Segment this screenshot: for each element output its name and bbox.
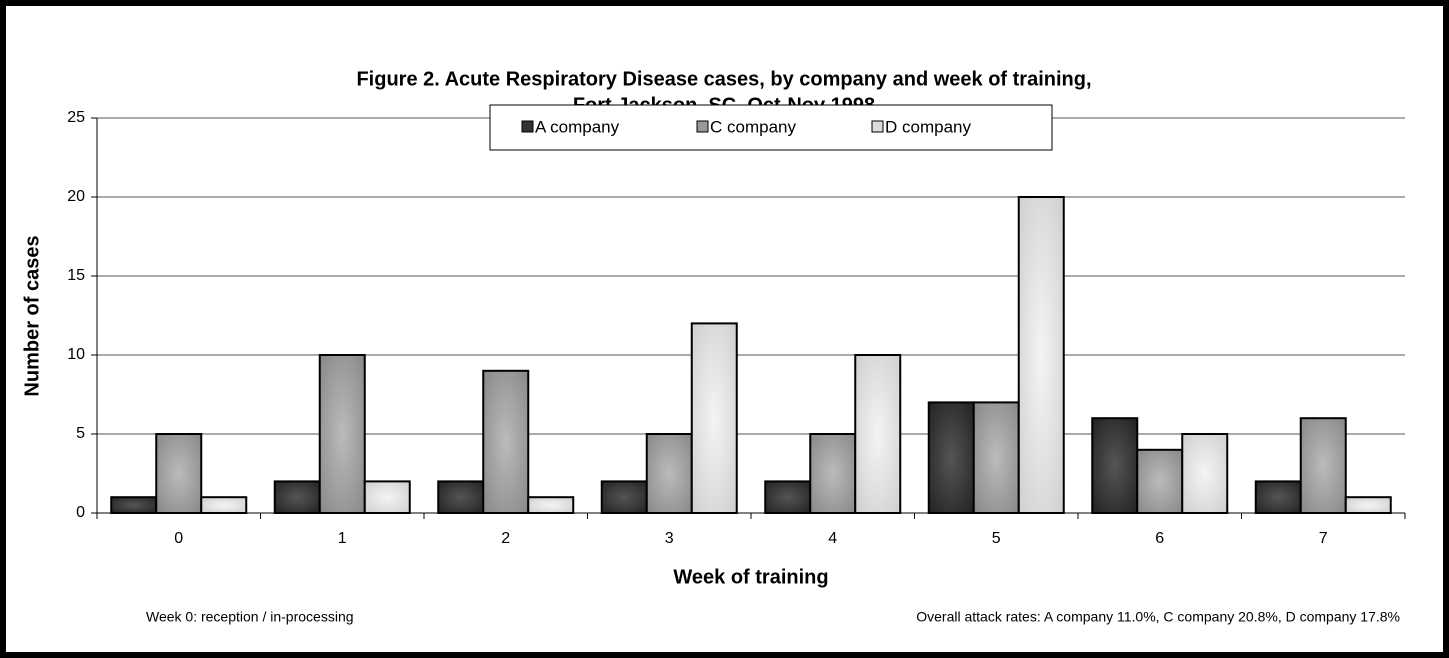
bar <box>1299 417 1347 515</box>
bar <box>1136 448 1184 514</box>
x-tick-label: 3 <box>665 530 674 547</box>
bar <box>764 480 812 514</box>
y-tick-label: 10 <box>67 346 85 363</box>
bar <box>200 496 248 515</box>
bar <box>854 354 902 514</box>
bar <box>482 369 530 514</box>
bar <box>318 354 366 514</box>
x-tick-label: 7 <box>1319 530 1328 547</box>
y-axis-label: Number of cases <box>21 235 43 396</box>
bar <box>437 480 485 514</box>
y-tick-label: 20 <box>67 188 85 205</box>
y-tick-label: 0 <box>76 504 85 521</box>
bar <box>1091 417 1139 515</box>
bar <box>600 480 648 514</box>
chart-title: Figure 2. Acute Respiratory Disease case… <box>356 68 1091 90</box>
legend-swatch <box>696 120 709 133</box>
x-tick-label: 5 <box>992 530 1001 547</box>
bar <box>1254 480 1302 514</box>
y-tick-label: 5 <box>76 425 85 442</box>
legend-label: A company <box>535 117 620 136</box>
x-tick-label: 1 <box>338 530 347 547</box>
bar <box>1181 433 1229 514</box>
legend-swatch <box>871 120 884 133</box>
bar <box>1344 496 1392 515</box>
legend-box <box>489 104 1053 151</box>
legend-label: C company <box>710 117 796 136</box>
x-tick-label: 6 <box>1155 530 1164 547</box>
note: Week 0: reception / in-processing <box>146 609 354 625</box>
y-tick-label: 15 <box>67 267 85 284</box>
legend: A company C company D company <box>489 104 1053 151</box>
bar <box>110 496 158 515</box>
bar <box>273 480 321 514</box>
bar <box>155 433 203 514</box>
bar <box>1017 196 1065 514</box>
legend-swatch <box>521 120 534 133</box>
bar <box>363 480 411 514</box>
x-axis-label: Week of training <box>673 566 828 588</box>
bar <box>809 433 857 514</box>
bar <box>927 401 975 514</box>
x-tick-label: 4 <box>828 530 837 547</box>
x-tick-label: 0 <box>174 530 183 547</box>
bar <box>972 401 1020 514</box>
y-tick-label: 25 <box>67 109 85 126</box>
x-tick-label: 2 <box>501 530 510 547</box>
bar <box>527 496 575 515</box>
bar <box>690 322 738 514</box>
legend-label: D company <box>885 117 971 136</box>
bar <box>645 433 693 514</box>
note: Overall attack rates: A company 11.0%, C… <box>916 609 1400 625</box>
